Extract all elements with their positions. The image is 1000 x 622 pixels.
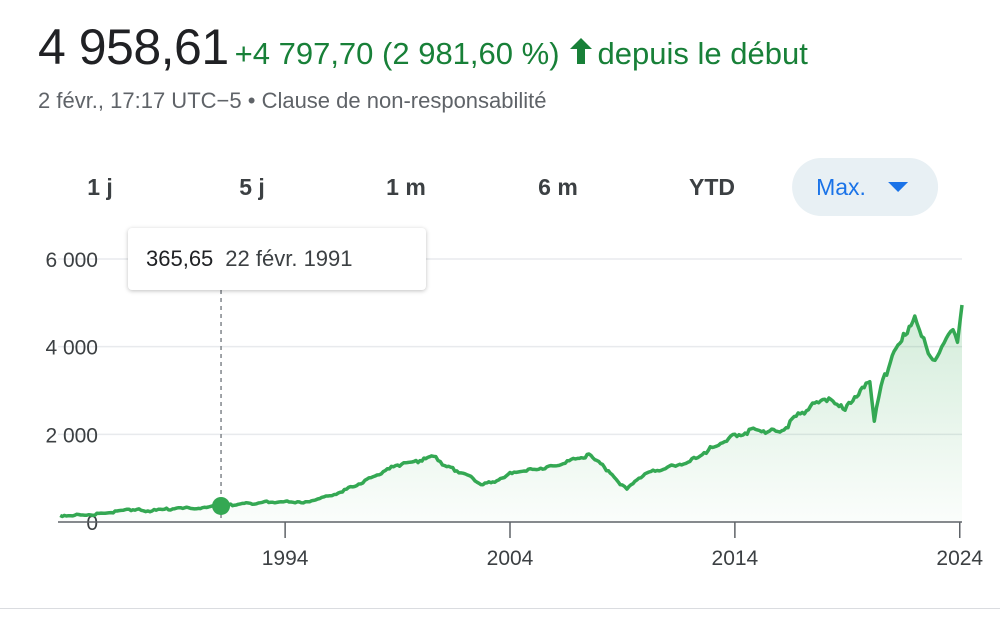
hover-tooltip: 365,65 22 févr. 1991 bbox=[128, 228, 426, 290]
y-tick-label: 4 000 bbox=[45, 337, 98, 360]
tooltip-value: 365,65 bbox=[146, 246, 214, 271]
price-line-series bbox=[59, 304, 964, 519]
current-price: 4 958,61 bbox=[38, 19, 229, 75]
change-period: depuis le début bbox=[597, 36, 808, 71]
tab-ytd[interactable]: YTD bbox=[689, 174, 735, 200]
y-tick-label: 6 000 bbox=[45, 249, 98, 272]
caret-down-icon bbox=[887, 181, 908, 192]
x-tick-label: 2024 bbox=[936, 547, 983, 570]
tab-1m[interactable]: 1 m bbox=[386, 174, 426, 200]
timestamp: 2 févr., 17:17 UTC−5 bbox=[38, 88, 242, 113]
arrow-up-icon bbox=[569, 38, 592, 71]
separator-dot: • bbox=[247, 88, 256, 113]
y-axis-labels: 6 000 4 000 2 000 0 bbox=[45, 249, 98, 535]
price-chart[interactable]: 6 000 4 000 2 000 0 1994 2004 2014 2024 bbox=[0, 222, 1000, 582]
x-axis-ticks: 1994 2004 2014 2024 bbox=[262, 522, 983, 570]
bottom-divider bbox=[0, 608, 1000, 609]
y-tick-label: 0 bbox=[86, 512, 98, 535]
tab-max[interactable]: Max. bbox=[792, 158, 938, 216]
tooltip-date: 22 févr. 1991 bbox=[225, 246, 353, 271]
tab-1d[interactable]: 1 j bbox=[87, 174, 113, 200]
timestamp-line: 2 févr., 17:17 UTC−5 • Clause de non-res… bbox=[38, 88, 808, 114]
disclaimer-link[interactable]: Clause de non-responsabilité bbox=[261, 88, 547, 113]
x-tick-label: 1994 bbox=[262, 547, 309, 570]
x-tick-label: 2014 bbox=[712, 547, 759, 570]
price-area bbox=[60, 305, 962, 522]
tab-6m[interactable]: 6 m bbox=[538, 174, 578, 200]
price-change: +4 797,70 (2 981,60 %) bbox=[234, 36, 560, 71]
quote-header: 4 958,61 +4 797,70 (2 981,60 %) depuis l… bbox=[38, 18, 808, 114]
y-tick-label: 2 000 bbox=[45, 424, 98, 447]
price-line: 4 958,61 +4 797,70 (2 981,60 %) depuis l… bbox=[38, 18, 808, 76]
tab-max-label: Max. bbox=[816, 174, 866, 200]
hover-point-marker[interactable] bbox=[212, 496, 231, 515]
tab-5d[interactable]: 5 j bbox=[239, 174, 265, 200]
range-tabs: 1 j 5 j 1 m 6 m YTD Max. bbox=[36, 158, 944, 216]
x-tick-label: 2004 bbox=[487, 547, 534, 570]
